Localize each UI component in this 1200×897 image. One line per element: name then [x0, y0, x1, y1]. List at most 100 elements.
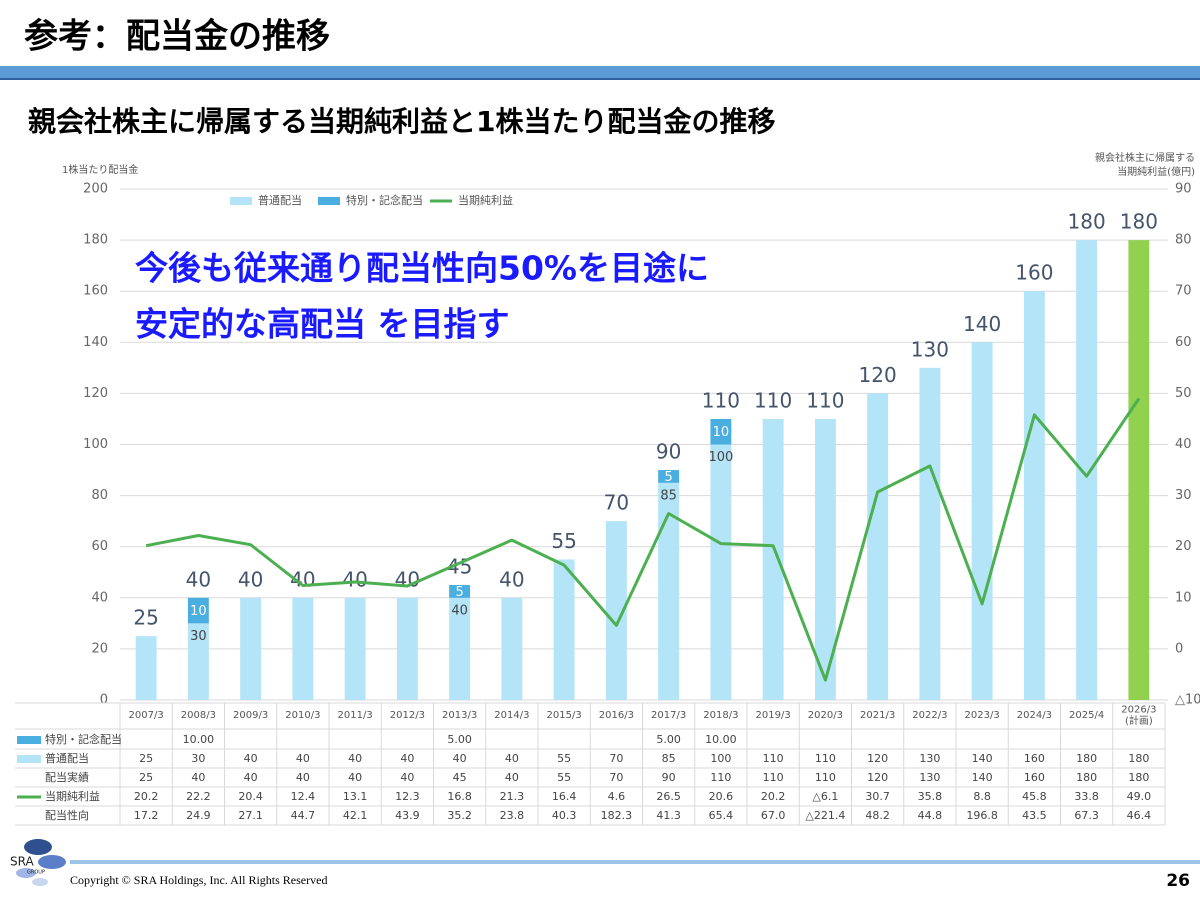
table-cell: 13.1	[343, 790, 368, 803]
table-cell: 40	[505, 752, 519, 765]
table-cell: 25	[139, 752, 153, 765]
table-cell: 40	[296, 771, 310, 784]
table-cell: 20.2	[134, 790, 159, 803]
logo-text: SRA	[10, 855, 34, 869]
table-cell: 180	[1076, 752, 1097, 765]
x-tick-label: 2023/3	[965, 710, 1000, 721]
table-cell: 130	[919, 752, 940, 765]
table-cell: 41.3	[656, 809, 681, 822]
table-row-label: 配当実績	[45, 770, 89, 784]
bar	[501, 597, 523, 700]
table-cell: 30	[191, 752, 205, 765]
bar-total-label: 130	[911, 337, 949, 361]
y2-tick-label: △10	[1175, 693, 1200, 708]
y-tick-label: 140	[83, 335, 108, 350]
table-cell: △6.1	[812, 790, 838, 803]
table-cell: 110	[763, 771, 784, 784]
legend-label: 特別・記念配当	[346, 193, 423, 207]
bar	[971, 342, 993, 700]
bar	[867, 393, 889, 700]
bar	[135, 636, 157, 700]
table-cell: 110	[710, 771, 731, 784]
x-tick-label: 2019/3	[756, 710, 791, 721]
x-tick-label: 2008/3	[181, 710, 216, 721]
table-cell: 100	[710, 752, 731, 765]
table-cell: 196.8	[966, 809, 998, 822]
bar-special-label: 10	[190, 604, 207, 619]
table-cell: 16.8	[447, 790, 472, 803]
bar-special-label: 5	[455, 585, 463, 600]
footer-line	[70, 860, 1200, 864]
bar-total-label: 55	[551, 529, 576, 553]
x-tick-label: 2014/3	[494, 710, 529, 721]
x-tick-label: 2011/3	[338, 710, 373, 721]
table-cell: 10.00	[183, 733, 215, 746]
table-cell: 110	[815, 752, 836, 765]
x-tick-label: 2013/3	[442, 710, 477, 721]
table-cell: 12.4	[291, 790, 316, 803]
table-cell: 23.8	[500, 809, 525, 822]
table-cell: 4.6	[608, 790, 626, 803]
bar	[292, 597, 314, 700]
annotation: 安定的な高配当 を目指す	[135, 305, 510, 344]
y-axis-label: 1株当たり配当金	[62, 163, 138, 176]
y-tick-label: 40	[91, 590, 108, 605]
table-row-label: 当期純利益	[45, 789, 100, 803]
bar-inner-label: 30	[190, 629, 207, 644]
x-tick-label: 2025/4	[1069, 710, 1104, 721]
bar-special	[710, 418, 732, 445]
table-cell: 20.2	[761, 790, 786, 803]
table-cell: 40	[348, 752, 362, 765]
table-cell: 42.1	[343, 809, 368, 822]
table-cell: 8.8	[973, 790, 991, 803]
table-cell: 27.1	[238, 809, 263, 822]
table-cell: 180	[1076, 771, 1097, 784]
table-cell: 55	[557, 752, 571, 765]
y2-tick-label: 30	[1175, 488, 1192, 503]
table-cell: 22.2	[186, 790, 211, 803]
bar	[1023, 291, 1045, 700]
table-cell: 55	[557, 771, 571, 784]
table-cell: 40.3	[552, 809, 577, 822]
table-cell: 65.4	[709, 809, 734, 822]
table-cell: 40	[453, 752, 467, 765]
table-cell: 12.3	[395, 790, 420, 803]
x-tick-label: 2007/3	[129, 710, 164, 721]
y-tick-label: 60	[91, 539, 108, 554]
bar-special	[187, 597, 209, 624]
y-tick-label: 20	[91, 641, 108, 656]
x-tick-label: 2015/3	[547, 710, 582, 721]
table-cell: 40	[191, 771, 205, 784]
table-cell: 160	[1024, 752, 1045, 765]
x-tick-label: 2017/3	[651, 710, 686, 721]
table-cell: 10.00	[705, 733, 737, 746]
table-cell: 30.7	[865, 790, 890, 803]
bar	[605, 521, 627, 700]
bar	[187, 623, 209, 700]
bar-inner-label: 100	[708, 450, 733, 465]
bar-special	[449, 585, 471, 598]
bar-inner-label: 85	[660, 488, 677, 503]
table-cell: 40	[244, 752, 258, 765]
table-cell: 67.3	[1074, 809, 1099, 822]
y-tick-label: 200	[83, 182, 108, 197]
page-number: 26	[1166, 871, 1190, 891]
x-tick-label: 2020/3	[808, 710, 843, 721]
bar-total-label: 90	[656, 440, 681, 464]
table-cell: 44.8	[918, 809, 943, 822]
bar-special-label: 5	[664, 470, 672, 485]
table-cell: 33.8	[1074, 790, 1099, 803]
x-tick-label: 2024/3	[1017, 710, 1052, 721]
y-tick-label: 120	[83, 386, 108, 401]
bar	[344, 597, 366, 700]
bar-total-label: 110	[754, 388, 792, 412]
table-cell: 40	[505, 771, 519, 784]
bar	[449, 597, 471, 700]
y2-tick-label: 90	[1175, 182, 1192, 197]
x-tick-label: 2012/3	[390, 710, 425, 721]
table-cell: 16.4	[552, 790, 577, 803]
bar	[814, 418, 836, 700]
table-cell: 24.9	[186, 809, 211, 822]
